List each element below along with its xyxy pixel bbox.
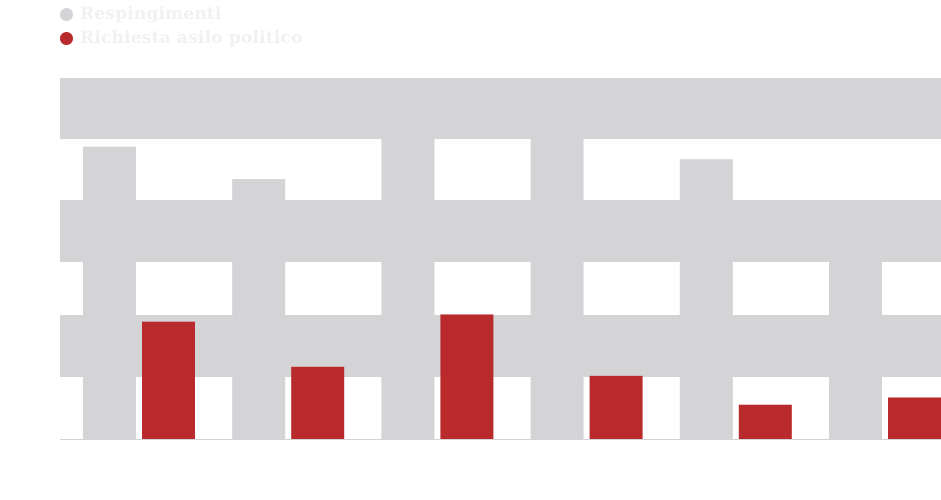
legend-label-asilo: Richiesta asilo politico (80, 28, 303, 48)
bar-respingimenti (530, 78, 584, 439)
bar-respingimenti (381, 78, 435, 439)
legend-swatch-respingimenti (60, 7, 73, 21)
grid-band (60, 200, 941, 262)
bar-asilo (888, 397, 941, 439)
bar-asilo (589, 375, 643, 439)
legend-item-asilo: Richiesta asilo politico (60, 26, 303, 50)
bar-respingimenti (829, 202, 882, 439)
grid-band (60, 78, 941, 139)
bar-asilo (142, 321, 195, 439)
bar-asilo (738, 404, 792, 439)
legend-item-respingimenti: Respingimenti (60, 2, 303, 26)
chart-legend: Respingimenti Richiesta asilo politico (60, 2, 303, 50)
bar-asilo (440, 314, 494, 439)
bar-respingimenti (232, 179, 286, 439)
legend-swatch-asilo (60, 31, 73, 45)
legend-label-respingimenti: Respingimenti (80, 4, 222, 24)
bar-asilo (291, 366, 345, 439)
grid-band (60, 315, 941, 377)
bar-respingimenti (83, 146, 136, 439)
bar-respingimenti (679, 159, 733, 439)
